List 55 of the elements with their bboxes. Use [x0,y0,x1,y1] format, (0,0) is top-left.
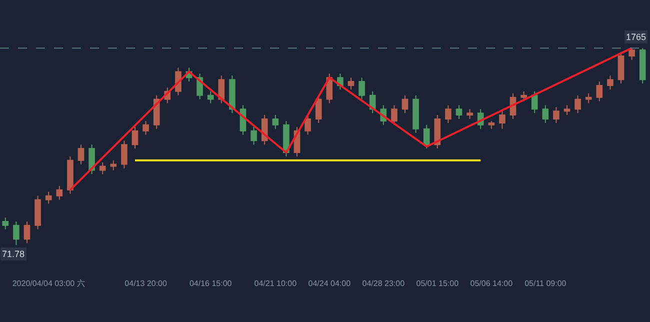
candlestick [45,191,52,204]
x-tick-label: 05/06 14:00 [470,279,514,288]
candlestick [78,144,84,165]
x-tick-label: 04/28 23:00 [362,279,406,288]
candlestick [607,75,614,90]
candlestick [132,126,138,150]
candlestick [56,185,63,200]
candlestick [250,126,257,146]
candlestick [596,81,603,102]
candlestick [466,108,473,120]
candlestick [283,120,290,157]
candlestick [13,220,20,246]
candlestick [24,220,30,244]
candlestick [412,94,419,134]
candlestick [369,90,376,114]
candlestick [67,156,74,194]
candlestick [348,77,354,90]
candlestick [628,48,635,60]
candlestick [229,75,236,114]
candlestick [402,94,408,114]
candlestick [142,120,149,136]
candlestick [639,48,646,84]
candlestick [153,94,160,130]
candlestick [34,195,41,230]
candlestick [456,104,462,120]
candlestick [499,110,506,130]
candlestick [445,104,452,124]
candlestick [531,90,538,114]
candlestick [304,114,311,136]
candlestick [121,140,128,169]
candlestick [272,114,279,130]
candlestick [553,106,560,124]
candlestick [207,90,214,104]
candlestick [488,120,495,130]
x-tick-label: 04/16 15:00 [189,279,232,288]
text: 71.78 [2,249,25,259]
x-tick-label: 04/24 04:00 [308,279,352,288]
candlestick [358,77,365,100]
text: 1765 [626,32,646,42]
candlestick [99,162,106,175]
x-tick-label: 04/13 20:00 [124,279,168,288]
candlestick [564,104,570,116]
candlestick [110,160,117,171]
candlestick [585,92,592,104]
x-tick-label: 05/01 15:00 [416,279,460,288]
candlestick [618,52,624,84]
candlestick [520,90,527,102]
x-tick-label: 05/11 09:00 [524,279,567,288]
candlestick [423,124,430,150]
candlestick [574,94,581,114]
candlestick [391,104,398,126]
candlestick [2,217,9,230]
candlestick [542,104,549,124]
x-tick-label: 04/21 10:00 [254,279,298,288]
x-tick-label: 2020/04/04 03:00 六 [12,279,85,288]
